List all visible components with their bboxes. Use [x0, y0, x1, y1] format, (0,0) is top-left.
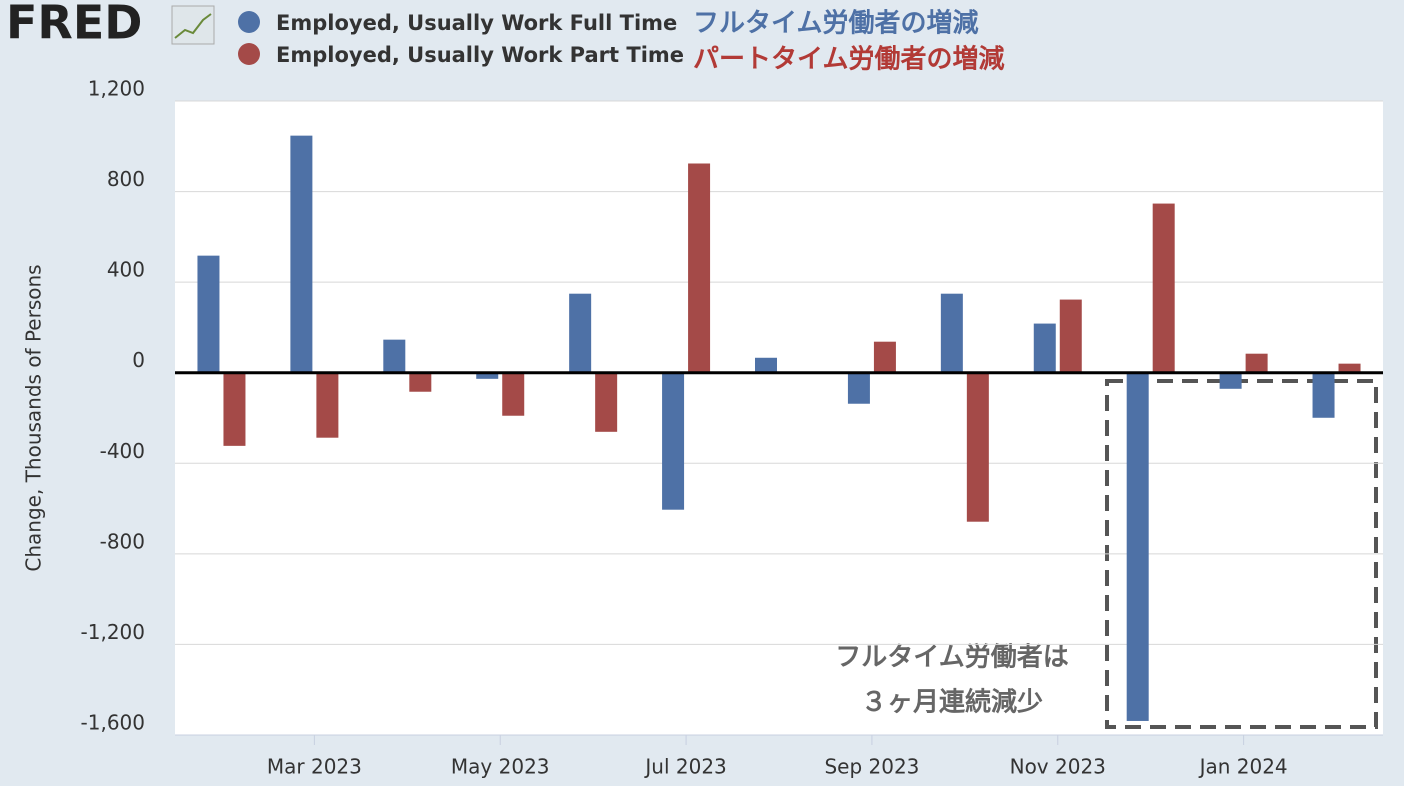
bar [1126, 372, 1149, 721]
y-tick-label: 1,200 [88, 77, 145, 101]
bar [966, 372, 989, 522]
bar [940, 293, 963, 373]
annotation: ３ヶ月連続減少 [861, 687, 1043, 718]
annotation: フルタイム労働者の増減 [693, 9, 978, 39]
bar [688, 163, 711, 373]
legend-marker [238, 11, 260, 33]
annotation: フルタイム労働者は [835, 643, 1068, 673]
bar [409, 372, 432, 392]
bar [873, 341, 896, 373]
bar [1033, 323, 1056, 373]
x-tick-label: Mar 2023 [267, 755, 362, 779]
bar [1245, 353, 1268, 373]
bar [662, 372, 685, 510]
bar [223, 372, 246, 446]
bar [476, 372, 499, 379]
y-tick-label: -400 [100, 439, 145, 463]
bar [1152, 203, 1175, 373]
y-tick-label: 800 [107, 167, 145, 191]
bar [290, 135, 313, 373]
bar [569, 293, 592, 373]
bar [197, 255, 220, 373]
y-axis-title: Change, Thousands of Persons [22, 264, 46, 571]
bar [1312, 372, 1335, 418]
legend-marker [238, 43, 260, 65]
logo-icon [171, 5, 215, 45]
bar [316, 372, 339, 438]
y-tick-label: -800 [100, 529, 145, 553]
logo: FRED [6, 0, 142, 50]
x-tick-label: May 2023 [451, 755, 550, 779]
legend-label: Employed, Usually Work Full Time [276, 11, 677, 35]
bar [1059, 299, 1082, 373]
bar [1219, 372, 1242, 389]
x-tick-label: Jan 2024 [1198, 755, 1288, 779]
bar [502, 372, 525, 416]
y-tick-label: -1,600 [81, 711, 145, 735]
plot-area [175, 101, 1383, 735]
bar [755, 357, 777, 373]
bar [1338, 363, 1361, 373]
bar [383, 339, 406, 373]
y-tick-label: 400 [107, 258, 145, 282]
x-tick-label: Jul 2023 [643, 755, 726, 779]
y-tick-label: 0 [132, 348, 145, 372]
x-tick-label: Nov 2023 [1010, 755, 1106, 779]
y-tick-label: -1,200 [81, 620, 145, 644]
annotation: パートタイム労働者の増減 [693, 45, 1004, 75]
bar [847, 372, 870, 404]
bar [595, 372, 618, 432]
legend-label: Employed, Usually Work Part Time [276, 43, 684, 67]
x-tick-label: Sep 2023 [824, 755, 919, 779]
